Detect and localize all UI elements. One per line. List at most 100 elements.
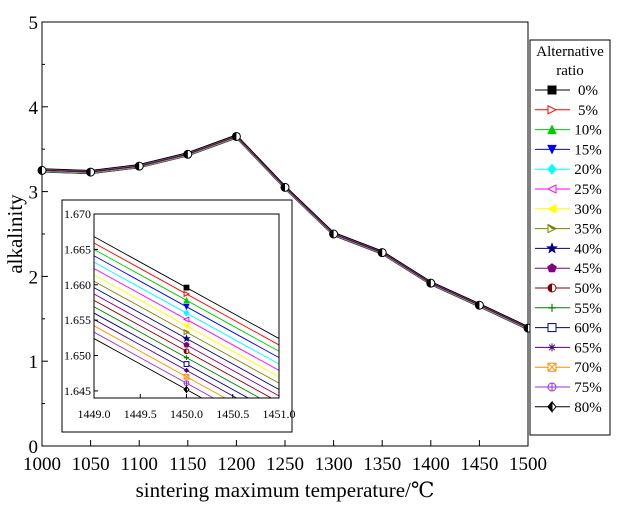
inset-marker-45pct bbox=[183, 341, 190, 348]
inset-marker-5pct bbox=[183, 290, 191, 298]
x-axis-label: sintering maximum temperature/℃ bbox=[136, 478, 435, 502]
inset-marker-65pct bbox=[184, 368, 189, 373]
legend-item: 70% bbox=[535, 360, 602, 376]
legend-marker bbox=[547, 283, 557, 293]
legend-label: 30% bbox=[574, 202, 602, 218]
x-tick-label: 1150 bbox=[169, 454, 206, 475]
legend-label: 60% bbox=[574, 321, 602, 337]
inset-y-tick-label: 1.650 bbox=[64, 349, 91, 363]
inset-x-tick-label: 1450.5 bbox=[216, 407, 249, 421]
legend-item: 65% bbox=[535, 340, 602, 356]
inset-plot: 1449.0 1449.5 1450.0 1450.5 1451.0 1.645 1.650… bbox=[61, 199, 296, 433]
legend-label: 15% bbox=[574, 142, 602, 158]
inset-marker-25pct bbox=[182, 316, 190, 323]
data-point bbox=[329, 229, 339, 239]
x-tick-label: 1100 bbox=[121, 454, 158, 475]
y-tick-label: 5 bbox=[29, 13, 39, 34]
inset-marker-60pct bbox=[183, 361, 190, 367]
x-tick-label: 1200 bbox=[217, 454, 255, 475]
legend-label: 50% bbox=[574, 281, 602, 297]
legend-label: 40% bbox=[574, 241, 602, 257]
inset-y-tick-label: 1.670 bbox=[64, 207, 91, 221]
inset-marker-50pct bbox=[183, 348, 190, 355]
legend-marker bbox=[546, 203, 557, 214]
inset-x-tick-label: 1451.0 bbox=[263, 407, 296, 421]
inset-marker-70pct bbox=[183, 373, 190, 380]
data-point bbox=[37, 165, 47, 175]
legend-label: 80% bbox=[574, 400, 602, 416]
main-plot: 1000 1050 1100 1150 1200 1250 1300 1350 1400 1450… bbox=[3, 13, 547, 502]
data-point bbox=[377, 248, 387, 258]
inset-x-tick-label: 1449.5 bbox=[124, 407, 157, 421]
legend-item: 30% bbox=[535, 202, 602, 218]
data-point bbox=[134, 161, 144, 171]
inset-marker-75pct bbox=[183, 380, 190, 387]
legend-item: 75% bbox=[535, 380, 602, 396]
legend-marker bbox=[547, 124, 557, 135]
legend-label: 0% bbox=[578, 83, 598, 99]
legend-item: 80% bbox=[535, 400, 602, 416]
inset-marker-55pct bbox=[184, 355, 189, 361]
y-tick-label: 3 bbox=[29, 183, 39, 204]
inset-marker-10pct bbox=[183, 296, 190, 304]
legend: Alternative ratio 0% 5% 10% 15% 20% 25% 30% 35% 40… bbox=[529, 39, 611, 436]
legend-label: 75% bbox=[574, 380, 602, 396]
legend-item: 45% bbox=[535, 261, 602, 277]
inset-background bbox=[61, 199, 293, 433]
inset-y-tick-label: 1.655 bbox=[64, 313, 91, 327]
legend-box bbox=[529, 39, 611, 436]
data-point bbox=[86, 167, 96, 177]
inset-marker-80pct bbox=[183, 385, 190, 394]
x-tick-label: 1300 bbox=[315, 454, 353, 475]
legend-marker bbox=[546, 242, 558, 254]
legend-label: 35% bbox=[574, 222, 602, 238]
legend-item: 0% bbox=[535, 83, 598, 99]
legend-item: 35% bbox=[535, 222, 602, 238]
legend-title: Alternative bbox=[536, 44, 604, 60]
inset-y-tick-label: 1.660 bbox=[64, 278, 91, 292]
data-point bbox=[426, 278, 436, 288]
inset-marker-40pct bbox=[182, 334, 191, 343]
legend-marker bbox=[547, 163, 557, 175]
legend-item: 10% bbox=[535, 123, 602, 139]
inset-marker-30pct bbox=[182, 322, 190, 330]
legend-label: 10% bbox=[574, 123, 602, 139]
legend-label: 20% bbox=[574, 162, 602, 178]
legend-item: 20% bbox=[535, 162, 602, 178]
x-tick-label: 1050 bbox=[72, 454, 110, 475]
legend-label: 55% bbox=[574, 301, 602, 317]
legend-marker bbox=[546, 184, 557, 194]
inset-marker-35pct bbox=[183, 328, 191, 336]
data-point bbox=[183, 149, 193, 159]
legend-item: 40% bbox=[535, 241, 602, 257]
inset-y-tick-label: 1.645 bbox=[64, 384, 91, 398]
y-tick-label: 0 bbox=[29, 437, 39, 458]
legend-marker bbox=[547, 104, 558, 115]
x-tick-label: 1500 bbox=[509, 454, 547, 475]
legend-marker bbox=[547, 362, 557, 372]
legend-item: 15% bbox=[535, 142, 602, 158]
x-tick-label: 1250 bbox=[266, 454, 304, 475]
inset-y-tick-label: 1.665 bbox=[64, 242, 91, 256]
legend-item: 5% bbox=[535, 103, 598, 119]
x-tick-label: 1350 bbox=[363, 454, 401, 475]
legend-title: ratio bbox=[556, 63, 584, 79]
inset-marker-15pct bbox=[183, 303, 190, 311]
data-point bbox=[280, 182, 290, 192]
x-tick-label: 1000 bbox=[23, 454, 61, 475]
legend-item: 60% bbox=[535, 321, 602, 337]
y-tick-label: 1 bbox=[29, 352, 39, 373]
y-tick-label: 2 bbox=[29, 267, 39, 288]
legend-marker bbox=[547, 144, 557, 155]
legend-marker bbox=[547, 400, 557, 413]
x-tick-label: 1450 bbox=[460, 454, 498, 475]
inset-marker-0pct bbox=[183, 284, 190, 291]
legend-item: 55% bbox=[535, 301, 602, 317]
legend-marker bbox=[547, 263, 557, 273]
legend-item: 25% bbox=[535, 182, 602, 198]
y-axis-label: alkalinity bbox=[3, 194, 27, 274]
legend-label: 45% bbox=[574, 261, 602, 277]
legend-marker bbox=[547, 323, 557, 333]
x-tick-label: 1400 bbox=[412, 454, 450, 475]
